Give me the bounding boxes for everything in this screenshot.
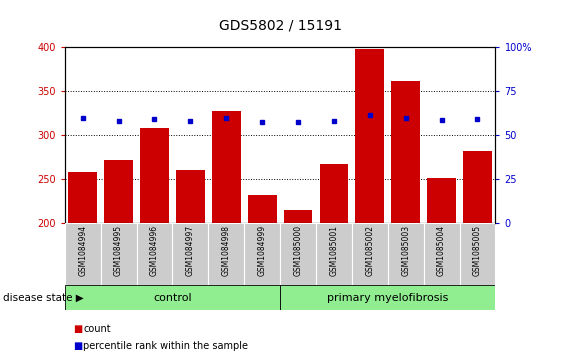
Text: GDS5802 / 15191: GDS5802 / 15191 [218,19,342,33]
Bar [68,172,97,223]
Bar [65,223,101,285]
Text: count: count [83,323,111,334]
Text: GSM1085003: GSM1085003 [401,225,410,276]
Text: GSM1084998: GSM1084998 [222,225,231,276]
Text: GSM1084997: GSM1084997 [186,225,195,276]
Bar [140,128,169,223]
Text: disease state ▶: disease state ▶ [3,293,83,303]
Text: control: control [153,293,192,303]
Bar [65,285,280,310]
Bar [388,223,424,285]
Bar [320,164,348,223]
Bar [391,81,420,223]
Bar [244,223,280,285]
Bar [316,223,352,285]
Bar [280,285,495,310]
Text: GSM1084994: GSM1084994 [78,225,87,276]
Text: GSM1084996: GSM1084996 [150,225,159,276]
Text: GSM1084999: GSM1084999 [258,225,267,276]
Bar [424,223,459,285]
Text: GSM1084995: GSM1084995 [114,225,123,276]
Text: ■: ■ [73,323,82,334]
Bar [352,223,388,285]
Bar [427,178,456,223]
Text: GSM1085000: GSM1085000 [293,225,302,276]
Text: ■: ■ [73,340,82,351]
Text: primary myelofibrosis: primary myelofibrosis [327,293,449,303]
Bar [208,223,244,285]
Text: GSM1085002: GSM1085002 [365,225,374,276]
Text: GSM1085001: GSM1085001 [329,225,338,276]
Bar [176,170,205,223]
Bar [172,223,208,285]
Text: GSM1085005: GSM1085005 [473,225,482,276]
Bar [463,151,492,223]
Bar [280,223,316,285]
Bar [212,111,240,223]
Bar [355,49,384,223]
Text: percentile rank within the sample: percentile rank within the sample [83,340,248,351]
Bar [459,223,495,285]
Bar [248,195,276,223]
Bar [137,223,172,285]
Text: GSM1085004: GSM1085004 [437,225,446,276]
Bar [101,223,137,285]
Bar [284,210,312,223]
Bar [104,160,133,223]
